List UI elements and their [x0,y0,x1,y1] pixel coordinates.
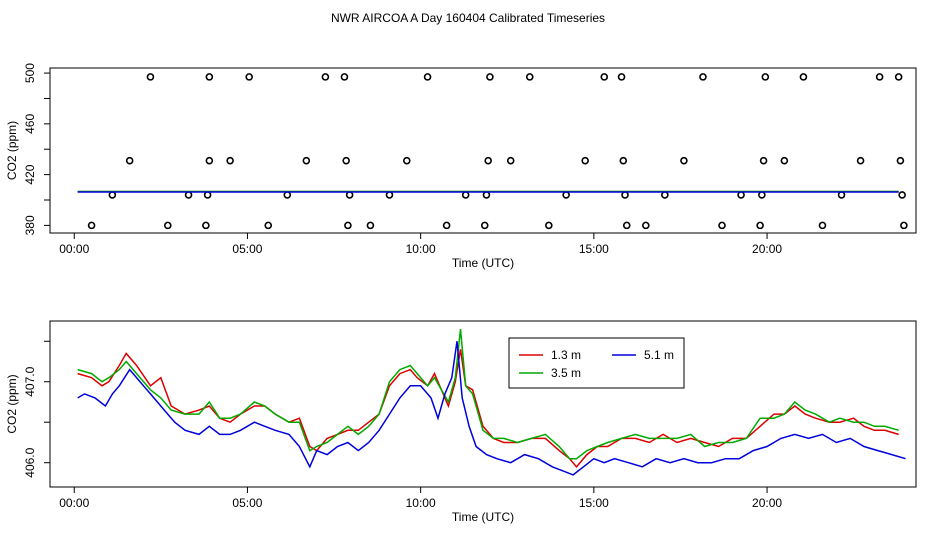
data-point [622,221,631,230]
data-point [442,221,451,230]
data-point [699,73,707,81]
y-axis-label: CO2 (ppm) [5,374,19,433]
plot-frame [49,320,917,488]
data-point [342,156,350,165]
data-point [366,221,375,230]
scatter-points [87,73,908,230]
x-axis-label: Time (UTC) [452,510,514,524]
data-point [718,221,726,230]
data-point [264,221,273,230]
data-point [875,73,884,81]
data-point [480,221,489,230]
data-point [761,73,770,81]
data-point [600,73,609,81]
data-point [163,221,172,230]
x-tick-label: 20:00 [752,496,782,510]
x-tick-label: 10:00 [406,242,436,256]
data-point [737,191,745,199]
x-tick-label: 15:00 [579,496,609,510]
data-point [894,73,903,81]
data-point [780,156,789,165]
series-line-5-1-m [77,341,906,476]
figure-title: NWR AIRCOA A Day 160404 Calibrated Times… [331,11,605,25]
data-point [302,156,311,165]
data-point [680,156,688,165]
data-point [484,156,492,165]
series-line-3-5-m [77,329,899,460]
data-point [108,191,117,199]
x-tick-label: 05:00 [232,242,262,256]
x-tick-label: 20:00 [752,242,782,256]
data-point [340,73,349,81]
data-point [619,156,628,165]
data-point [245,73,253,81]
data-point [202,221,210,230]
plot-frame [49,67,917,234]
data-point [283,191,292,199]
data-point [146,73,155,81]
data-point [896,156,905,165]
legend-label-3-5-m: 3.5 m [551,366,581,380]
data-point [402,156,411,165]
y-tick-label: 407.0 [23,366,37,396]
data-point [203,191,212,199]
data-point [125,156,134,165]
data-point [759,156,768,165]
data-point [900,221,908,230]
data-point [87,221,96,230]
data-point [617,73,626,81]
data-point [799,73,808,81]
data-point [642,221,650,230]
data-point [205,156,214,165]
data-point [226,156,234,165]
data-point [525,73,534,81]
bottom-chart-panel: 00:00 05:00 10:00 15:00 20:00 Time (UTC) 406.0… [5,320,917,524]
data-point [581,156,589,165]
y-tick-label: 406.0 [23,447,37,477]
y-axis-label: CO2 (ppm) [5,121,19,180]
x-tick-label: 00:00 [59,242,89,256]
data-point [321,73,330,81]
x-tick-label: 00:00 [59,496,89,510]
top-chart-panel: 00:00 05:00 10:00 15:00 20:00 Time (UTC) 380 42… [5,63,917,270]
x-tick-label: 10:00 [406,496,436,510]
data-point [837,191,846,199]
data-point [423,73,432,81]
data-point [856,156,865,165]
legend-label-5-1-m: 5.1 m [644,348,674,362]
y-tick-label: 380 [23,215,37,235]
data-point [344,221,352,230]
data-point [898,191,906,199]
data-point [756,221,764,230]
data-point [621,191,629,199]
x-tick-label: 05:00 [232,496,262,510]
y-tick-label: 500 [23,63,37,83]
data-point [345,191,354,199]
legend-box [508,337,685,389]
legend: 1.3 m 5.1 m 3.5 m [508,337,685,389]
legend-label-1-3-m: 1.3 m [551,348,581,362]
data-point [385,191,394,199]
data-point [482,191,491,199]
data-point [545,221,553,230]
data-point [184,191,193,199]
data-point [205,73,214,81]
y-tick-label: 420 [23,164,37,184]
data-point [661,191,669,199]
data-point [562,191,570,199]
data-point [461,191,470,199]
data-point [758,191,766,199]
x-tick-label: 15:00 [579,242,609,256]
data-point [818,221,827,230]
x-axis-label: Time (UTC) [452,256,514,270]
series-line-1-3-m [77,349,899,468]
data-point [506,156,515,165]
data-point [486,73,494,81]
y-tick-label: 460 [23,114,37,134]
